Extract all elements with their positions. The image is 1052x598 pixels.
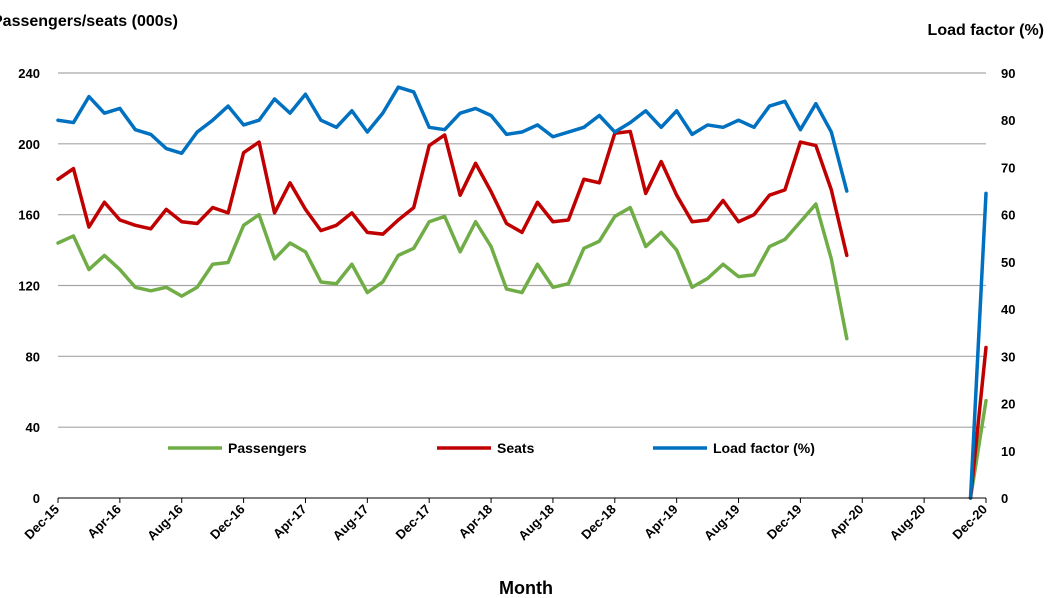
x-tick-label: Aug-18 (515, 502, 557, 544)
right-axis-label: Load factor (%) (928, 22, 1044, 39)
right-y-tick-label: 40 (1001, 302, 1015, 317)
right-y-tick-label: 70 (1001, 160, 1015, 175)
legend-label: Load factor (%) (713, 440, 815, 456)
load-factor-line (56, 85, 849, 193)
legend-label: Seats (497, 440, 535, 456)
left-y-tick-label: 240 (18, 66, 40, 81)
x-tick-label: Apr-20 (827, 502, 867, 542)
x-tick-label: Aug-16 (144, 502, 186, 544)
right-y-tick-label: 60 (1001, 208, 1015, 223)
left-y-tick-label: 0 (33, 491, 40, 506)
series-layer (56, 85, 988, 500)
x-tick-label: Apr-16 (84, 502, 124, 542)
right-y-tick-label: 50 (1001, 255, 1015, 270)
x-tick-label: Apr-19 (641, 502, 681, 542)
right-y-tick-label: 0 (1001, 491, 1008, 506)
seats-line (56, 129, 849, 258)
x-tick-label: Apr-18 (455, 502, 495, 542)
left-y-tick-label: 80 (26, 349, 40, 364)
left-axis-label: Passengers/seats (000s) (0, 13, 178, 30)
x-axis-ticks: Dec-15 Apr-16 Aug-16 Dec-16 Apr-17 Aug-17 Dec-… (21, 498, 990, 543)
x-tick-label: Dec-16 (207, 502, 248, 543)
right-axis-ticks: 0 10 20 30 40 50 60 70 80 90 (1001, 66, 1015, 506)
legend: Passengers Seats Load factor (%) (168, 440, 815, 456)
passengers-line (56, 202, 849, 341)
x-tick-label: Apr-17 (270, 502, 310, 542)
legend-label: Passengers (228, 440, 307, 456)
right-y-tick-label: 30 (1001, 349, 1015, 364)
right-y-tick-label: 90 (1001, 66, 1015, 81)
load-factor-line (968, 191, 988, 500)
right-y-tick-label: 10 (1001, 444, 1015, 459)
right-y-tick-label: 80 (1001, 113, 1015, 128)
x-tick-label: Dec-19 (764, 502, 805, 543)
right-y-tick-label: 20 (1001, 397, 1015, 412)
x-tick-label: Dec-20 (949, 502, 990, 543)
x-tick-label: Dec-17 (393, 502, 434, 543)
x-tick-label: Dec-18 (578, 502, 619, 543)
left-axis-ticks: 0 40 80 120 160 200 240 (18, 66, 40, 506)
gridlines (58, 72, 986, 428)
left-y-tick-label: 120 (18, 279, 40, 294)
left-y-tick-label: 40 (26, 420, 40, 435)
x-tick-label: Aug-19 (701, 502, 743, 544)
x-axis-label: Month (499, 578, 553, 598)
x-tick-label: Dec-15 (21, 502, 62, 543)
left-y-tick-label: 200 (18, 137, 40, 152)
x-tick-label: Aug-17 (330, 502, 372, 544)
left-y-tick-label: 160 (18, 208, 40, 223)
x-tick-label: Aug-20 (886, 502, 928, 544)
